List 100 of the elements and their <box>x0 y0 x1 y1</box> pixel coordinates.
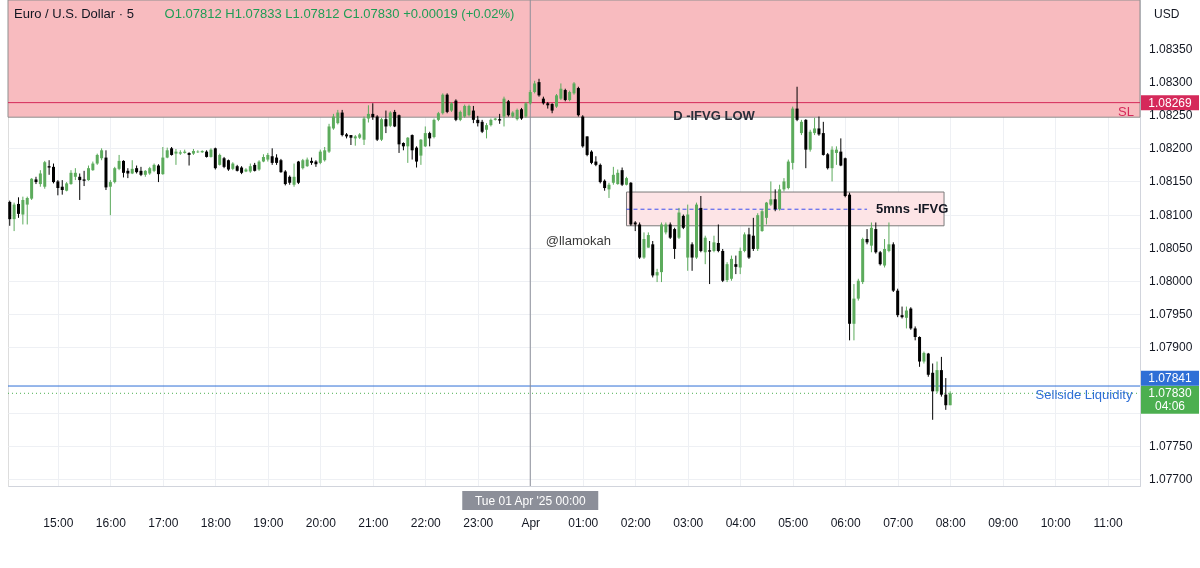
candlestick <box>362 116 366 146</box>
y-tick-label: 1.08150 <box>1149 174 1193 189</box>
x-tick-label: 16:00 <box>95 515 127 530</box>
candlestick <box>292 163 296 188</box>
candlestick <box>82 170 86 187</box>
candlestick <box>598 163 602 184</box>
candlestick <box>108 179 112 216</box>
candlestick <box>839 137 843 167</box>
candlestick <box>17 196 20 219</box>
candlestick <box>703 235 707 265</box>
candlestick <box>778 184 782 212</box>
x-tick-label: 18:00 <box>200 515 232 530</box>
candlestick <box>34 176 38 185</box>
candlestick <box>340 109 344 137</box>
chart-subtitle: O1.07812 H1.07833 L1.07812 C1.07830 +0.00019 (+0.02%) <box>164 6 515 21</box>
y-tick-label: 1.07900 <box>1149 339 1193 354</box>
x-tick-label: 17:00 <box>148 515 179 530</box>
x-tick-label: 10:00 <box>1040 515 1071 530</box>
x-tick-label: 20:00 <box>305 515 337 530</box>
x-tick-label: 09:00 <box>988 515 1019 530</box>
candlestick <box>830 145 834 182</box>
candlestick <box>751 217 755 252</box>
candlestick <box>174 148 178 166</box>
x-tick-label: 06:00 <box>830 515 862 530</box>
ref-line-label: Tue 01 Apr '25 00:00 <box>474 494 586 508</box>
y-tick-label: 1.08300 <box>1149 75 1193 90</box>
candlestick <box>423 125 427 148</box>
candlestick <box>734 255 738 275</box>
candlestick <box>817 116 821 137</box>
ref-line-label: 1.08269 <box>1148 95 1193 110</box>
candlestick <box>375 114 379 142</box>
y-tick-label: 1.08350 <box>1149 42 1193 56</box>
candlestick <box>747 227 751 260</box>
candlestick <box>384 110 388 134</box>
x-tick-label: 11:00 <box>1093 515 1124 530</box>
annotation: SL <box>1118 103 1134 119</box>
candlestick <box>441 92 445 116</box>
candlestick <box>349 134 353 146</box>
annotation: D -IFVG LOW <box>673 107 756 123</box>
y-tick-label: 1.08250 <box>1149 108 1193 123</box>
candlestick <box>729 255 733 282</box>
candlestick <box>834 145 838 166</box>
series-label: 5mns -IFVG <box>876 201 949 217</box>
candlestick <box>594 155 598 167</box>
y-tick-label: 1.08100 <box>1149 207 1193 222</box>
candlestick <box>380 117 384 142</box>
candlestick <box>874 221 878 255</box>
candlestick <box>410 133 414 161</box>
x-tick-label: 23:00 <box>463 515 494 530</box>
y-tick-label: 1.08200 <box>1149 141 1193 156</box>
candlestick <box>738 247 742 275</box>
x-tick-label: 04:00 <box>725 515 757 530</box>
candlestick <box>161 146 165 176</box>
candlestick <box>690 241 694 272</box>
candlestick <box>454 98 458 122</box>
candlestick <box>716 223 720 253</box>
y-axis-title: USD <box>1154 7 1180 21</box>
candlestick <box>620 167 624 187</box>
x-tick-label: 15:00 <box>43 515 74 530</box>
candlestick <box>944 377 948 411</box>
candlestick <box>12 202 16 232</box>
x-tick-label: Apr <box>521 515 541 530</box>
annotation: @llamokah <box>545 232 611 248</box>
candlestick <box>78 172 82 201</box>
candlestick <box>935 361 939 394</box>
candlestick <box>21 196 25 225</box>
candlestick <box>900 306 904 319</box>
y-tick-label: 1.07950 <box>1149 306 1193 321</box>
y-tick-label: 1.08000 <box>1149 273 1193 288</box>
y-tick-label: 1.08050 <box>1149 240 1193 255</box>
x-tick-label: 01:00 <box>568 515 599 530</box>
candlestick <box>708 240 712 285</box>
y-tick-label: 1.07700 <box>1149 472 1193 487</box>
x-tick-label: 02:00 <box>620 515 652 530</box>
candlestick <box>883 238 887 268</box>
x-tick-label: 07:00 <box>883 515 914 530</box>
candlestick <box>869 221 873 253</box>
candlestick <box>673 227 677 260</box>
candlestick <box>808 129 812 153</box>
candlestick <box>725 261 729 283</box>
candlestick <box>743 231 747 253</box>
ref-line-label: 1.07841 <box>1148 371 1193 386</box>
candlestick <box>642 231 646 260</box>
x-tick-label: 19:00 <box>253 515 284 530</box>
candlestick <box>51 163 55 184</box>
candlestick <box>445 92 449 114</box>
candlestick <box>8 200 12 227</box>
candlestick <box>909 306 913 331</box>
candlestick <box>904 306 908 329</box>
y-tick-label: 1.07750 <box>1149 439 1193 454</box>
candlestick <box>432 118 436 139</box>
candlestick <box>296 160 300 185</box>
annotation: Sellside Liquidity <box>1035 387 1133 403</box>
x-tick-label: 03:00 <box>673 515 704 530</box>
candlestick <box>139 166 143 177</box>
x-tick-label: 22:00 <box>410 515 442 530</box>
chart-title: Euro / U.S. Dollar · 5 <box>14 6 134 21</box>
ref-line-label: 1.07830 04:06 <box>1148 386 1193 414</box>
candlestick <box>187 151 191 167</box>
x-tick-label: 05:00 <box>778 515 809 530</box>
